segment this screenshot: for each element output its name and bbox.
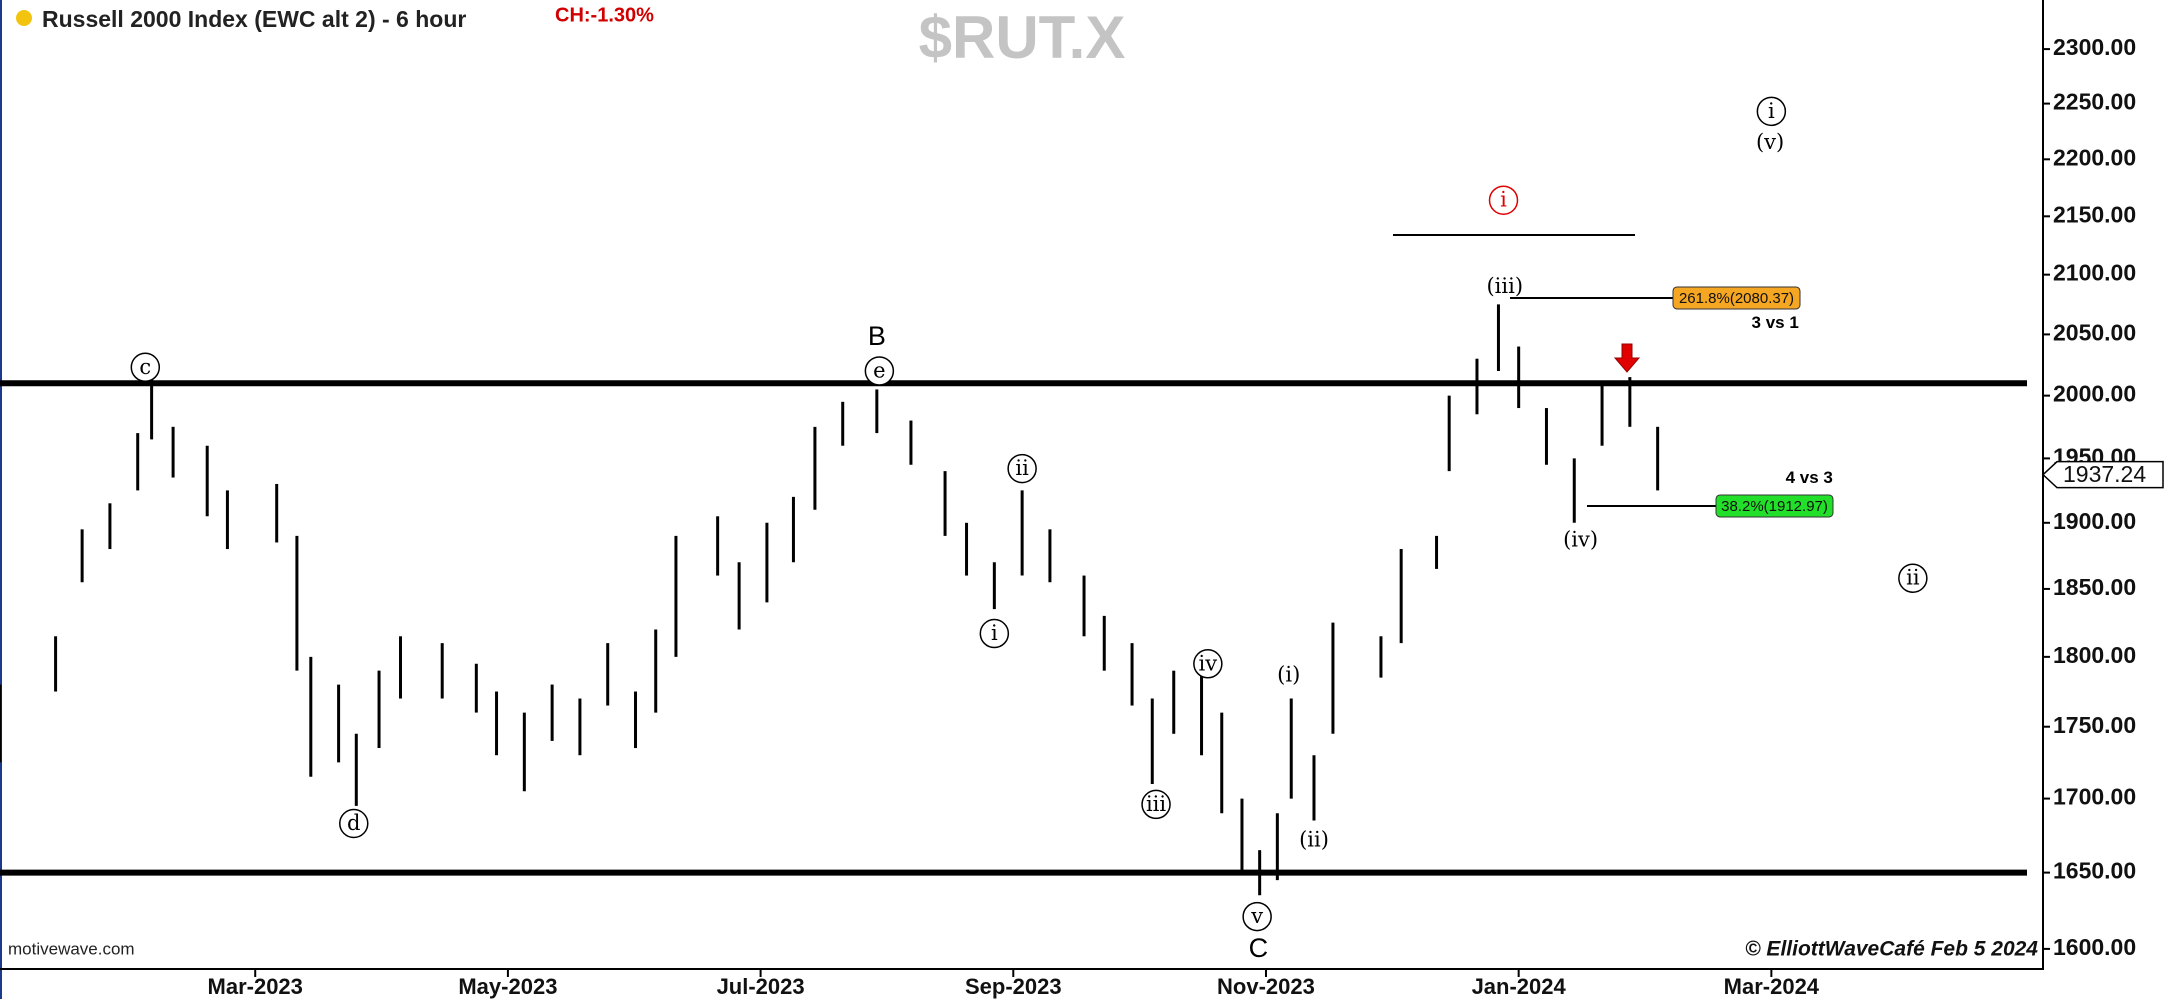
wave-label: e xyxy=(873,358,885,382)
wave-circle xyxy=(1756,96,1787,127)
y-tick-label: 1900.00 xyxy=(2053,508,2136,534)
wave-circle xyxy=(979,618,1010,649)
y-tick-label: 2200.00 xyxy=(2053,144,2136,170)
y-tick-label: 2100.00 xyxy=(2053,260,2136,286)
status-dot xyxy=(16,10,32,26)
wave-label: d xyxy=(347,811,360,835)
wave-label: iv xyxy=(1199,651,1218,675)
wave-label: B xyxy=(868,321,886,351)
wave-label: v xyxy=(1250,904,1263,928)
fib-box xyxy=(1715,494,1834,518)
x-tick-label: Mar-2023 xyxy=(208,974,303,999)
wave-label: (iv) xyxy=(1563,527,1598,551)
wave-circle xyxy=(1141,789,1171,820)
chart-title: Russell 2000 Index (EWC alt 2) - 6 hour xyxy=(42,6,466,32)
y-tick-label: 1600.00 xyxy=(2053,934,2136,960)
wave-circle xyxy=(1242,901,1272,932)
y-tick-label: 2300.00 xyxy=(2053,34,2136,60)
x-tick-label: Sep-2023 xyxy=(965,974,1062,999)
y-tick-label: 2150.00 xyxy=(2053,201,2136,227)
wave-label: i xyxy=(1768,99,1775,123)
y-tick-label: 1700.00 xyxy=(2053,784,2136,810)
note-label: 3 vs 1 xyxy=(1752,313,1799,332)
symbol-watermark: $RUT.X xyxy=(919,4,1126,71)
wave-label: (i) xyxy=(1277,662,1300,686)
y-tick-label: 1750.00 xyxy=(2053,712,2136,738)
wave-label: ii xyxy=(1015,456,1029,480)
wave-label: iii xyxy=(1146,792,1166,816)
note-label: 4 vs 3 xyxy=(1786,468,1833,487)
wave-circle xyxy=(130,352,161,383)
last-price-label: 1937.24 xyxy=(2063,461,2146,487)
wave-circle xyxy=(1007,453,1037,484)
wave-label: i xyxy=(991,621,998,645)
wave-circle xyxy=(864,356,895,386)
y-tick-label: 2000.00 xyxy=(2053,381,2136,407)
y-tick-label: 1800.00 xyxy=(2053,642,2136,668)
wave-label: (iii) xyxy=(1486,274,1523,298)
y-tick-label: 1850.00 xyxy=(2053,574,2136,600)
fib-label: 261.8%(2080.37) xyxy=(1679,290,1794,307)
x-tick-label: Mar-2024 xyxy=(1724,974,1820,999)
fib-box xyxy=(1672,286,1801,310)
x-tick-label: May-2023 xyxy=(458,974,557,999)
wave-label: i xyxy=(1500,188,1507,212)
wave-label: (ii) xyxy=(1299,827,1329,851)
source-label: motivewave.com xyxy=(8,939,135,958)
x-tick-label: Nov-2023 xyxy=(1217,974,1315,999)
y-tick-label: 2250.00 xyxy=(2053,89,2136,115)
wave-circle xyxy=(1488,185,1519,215)
red-arrow xyxy=(1613,343,1641,373)
x-tick-label: Jul-2023 xyxy=(717,974,805,999)
wave-circle xyxy=(1193,649,1223,679)
change-label: CH:-1.30% xyxy=(555,4,654,26)
wave-circle xyxy=(339,808,369,839)
x-tick-label: Jan-2024 xyxy=(1472,974,1567,999)
wave-label: c xyxy=(139,355,151,379)
fib-label: 38.2%(1912.97) xyxy=(1721,498,1828,515)
last-price-tag xyxy=(2041,460,2164,489)
copyright-label: © ElliottWaveCafé Feb 5 2024 xyxy=(1745,938,2038,961)
wave-label: ii xyxy=(1906,566,1920,590)
wave-label: (v) xyxy=(1756,130,1784,154)
wave-label: C xyxy=(1249,933,1269,963)
wave-circle xyxy=(1898,563,1928,593)
y-tick-label: 2050.00 xyxy=(2053,319,2136,345)
y-tick-label: 1650.00 xyxy=(2053,858,2136,884)
